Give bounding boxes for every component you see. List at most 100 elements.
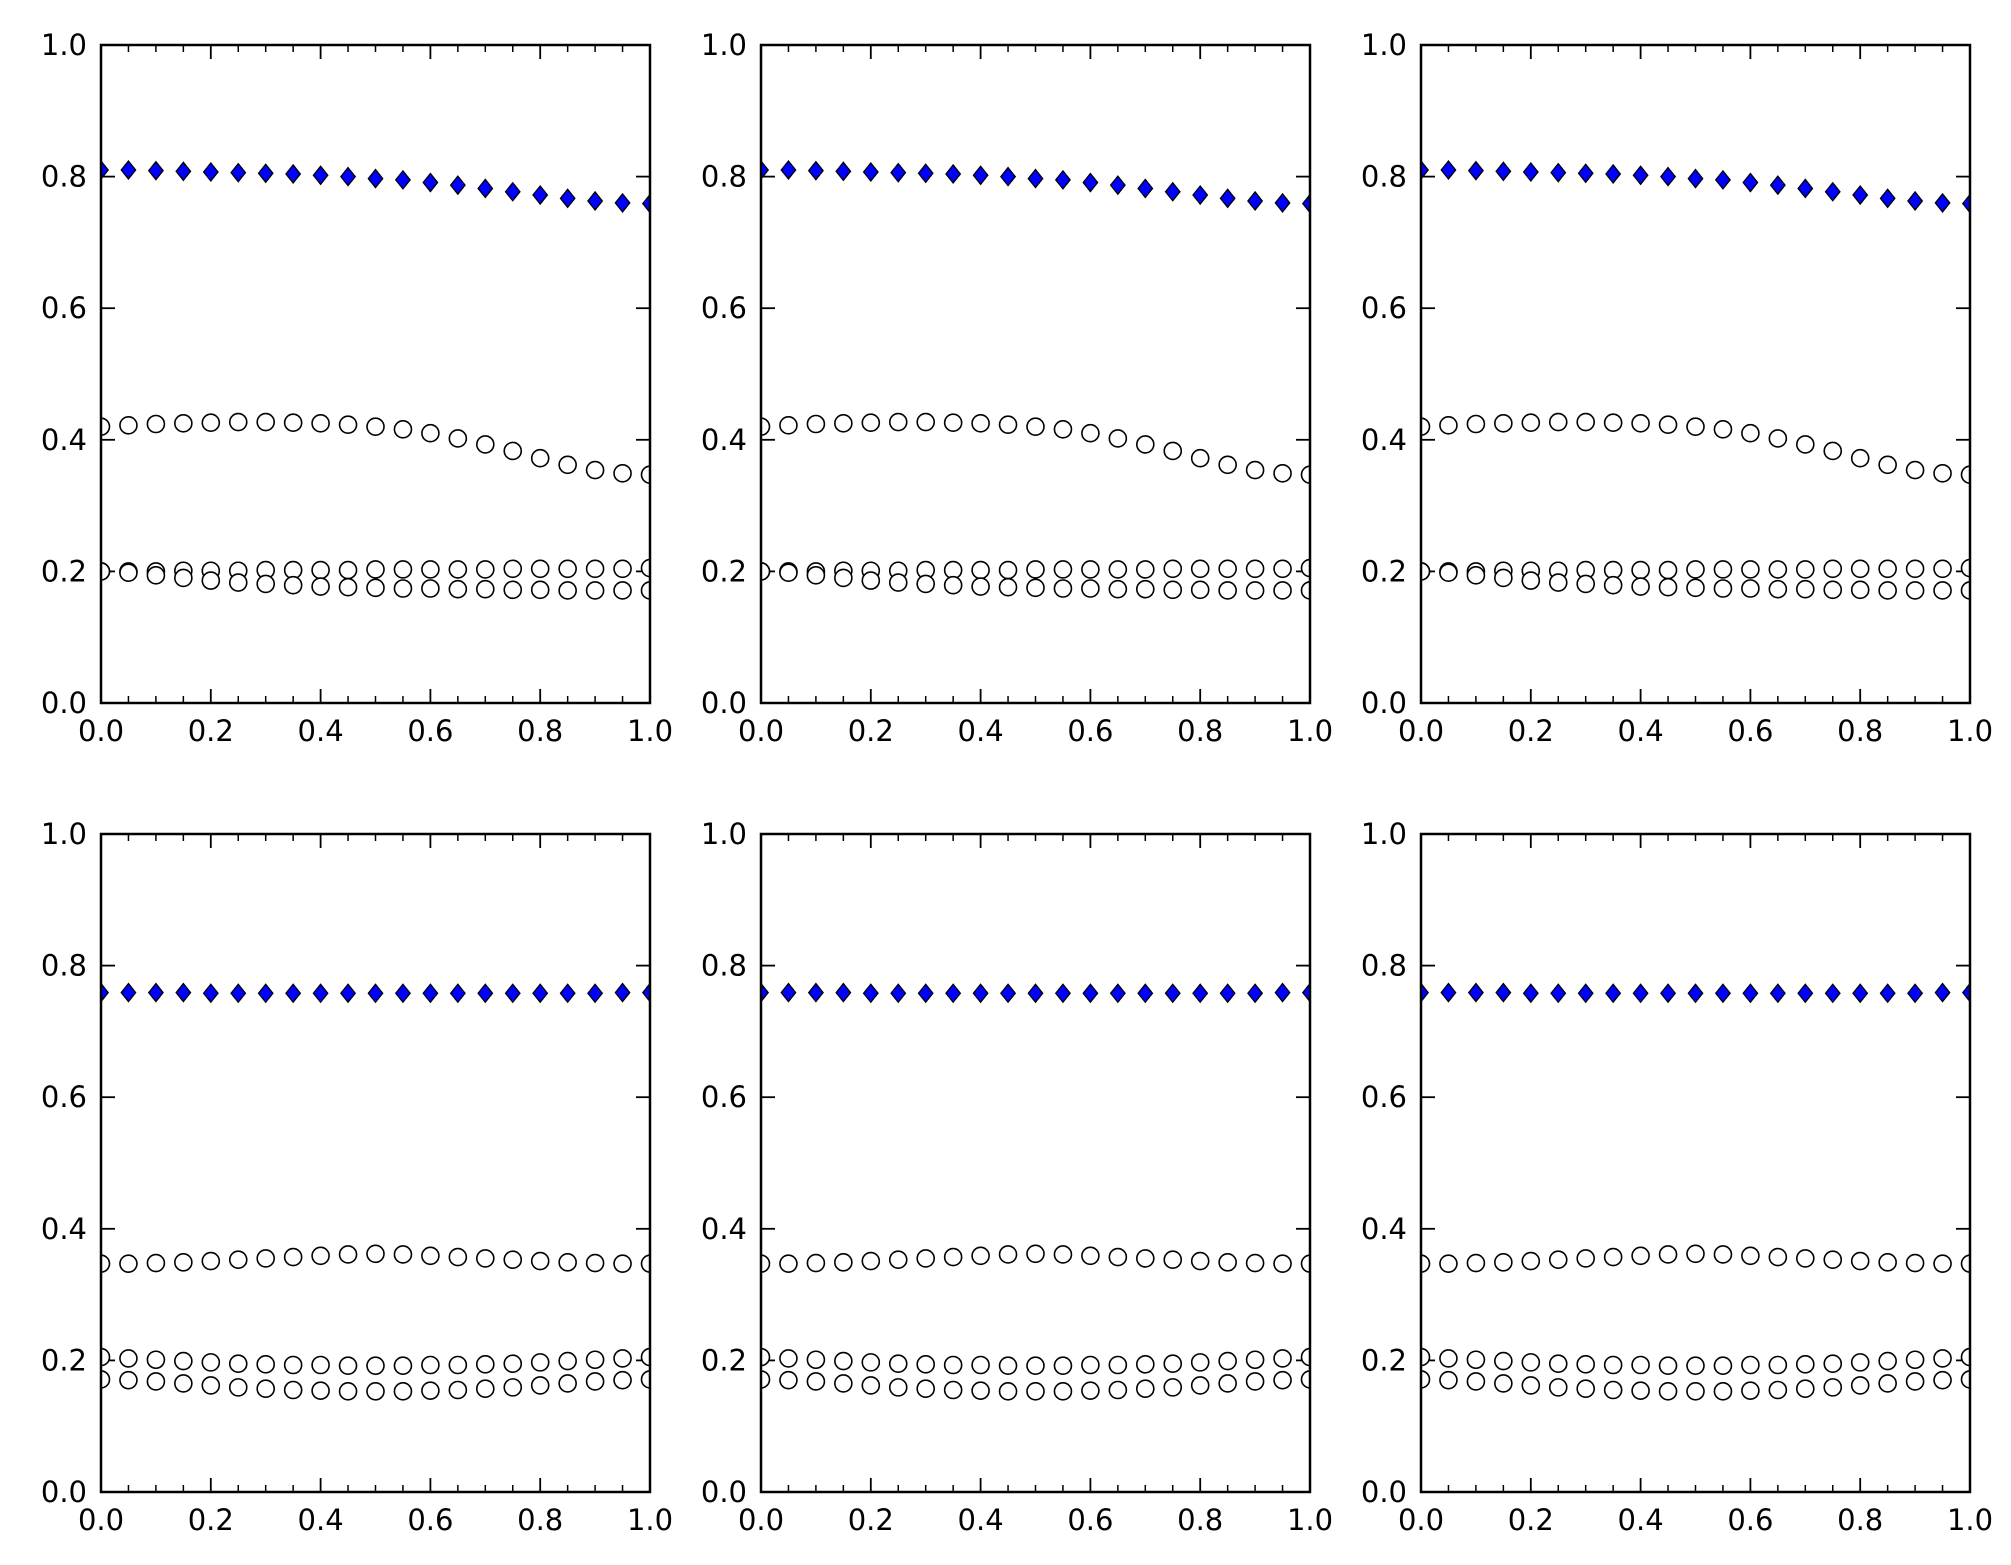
data-point-circle [585,581,605,600]
data-point-diamond [1797,983,1814,1004]
y-tick-label: 0.8 [1361,949,1407,983]
data-point-circle [640,558,650,578]
data-point-circle [1933,1370,1952,1390]
data-point-circle [1741,1355,1760,1375]
x-tick-label: 0.0 [78,1503,124,1537]
data-point-circle [1300,581,1310,600]
y-tick-label: 0.8 [701,949,747,983]
data-point-circle [1960,1347,1970,1367]
data-point-diamond [504,983,521,1004]
data-point-diamond [422,172,439,193]
data-point-circle [228,573,248,592]
data-point-circle [1218,1374,1237,1393]
data-point-circle [311,1246,330,1266]
data-point-circle [1905,1350,1925,1370]
data-point-diamond [1219,983,1236,1004]
data-point-diamond [285,163,302,185]
data-point-diamond [1550,162,1567,183]
data-point-circle [283,575,303,595]
data-point-circle [256,1249,276,1268]
data-point-diamond [101,982,110,1003]
data-point-circle [861,1251,881,1271]
data-point-circle [1576,1249,1595,1268]
data-point-circle [1108,1247,1128,1267]
data-point-circle [1053,419,1073,439]
data-point-circle [1300,1370,1310,1389]
data-point-circle [338,1245,358,1264]
data-point-diamond [862,983,879,1004]
data-point-circle [1960,465,1970,484]
data-point-circle [1905,460,1925,480]
y-tick-label: 0.4 [701,1212,747,1246]
x-tick-label: 0.4 [298,1503,344,1537]
x-tick-label: 0.8 [517,1503,563,1537]
data-point-circle [421,1246,440,1266]
data-point-circle [761,562,771,581]
data-layer [101,982,650,1401]
data-point-circle [1713,1356,1733,1375]
data-point-circle [1466,414,1486,434]
data-point-circle [779,1370,798,1390]
data-point-circle [1218,455,1237,475]
data-point-circle [1741,560,1760,579]
data-point-circle [1439,416,1458,435]
y-tick-label: 1.0 [1361,817,1407,851]
data-point-diamond [1000,983,1017,1004]
data-point-circle [146,1253,166,1273]
data-point-circle [888,1354,908,1373]
data-point-diamond [1027,983,1044,1004]
data-point-diamond [1522,983,1539,1004]
data-point-diamond [1137,178,1154,199]
y-tick-label: 0.8 [41,949,87,983]
data-point-diamond [1550,983,1567,1004]
x-tick-label: 0.8 [1837,1503,1883,1537]
data-point-circle [228,1250,248,1270]
x-tick-label: 0.8 [1837,714,1883,748]
data-point-circle [998,560,1018,580]
data-point-circle [283,413,303,432]
data-point-diamond [1824,983,1841,1004]
data-point-circle [1850,559,1870,579]
data-point-circle [806,414,826,434]
x-tick-label: 0.4 [1618,1503,1664,1537]
y-tick-label: 0.2 [701,1343,747,1377]
data-point-circle [1878,1374,1897,1393]
y-tick-label: 0.6 [1361,1080,1407,1114]
data-point-circle [366,1356,385,1375]
data-point-circle [585,559,605,579]
data-point-circle [558,581,577,600]
subplot-2: 0.0 0.2 0.4 0.6 0.8 1.0 0.0 0.2 0.4 0.6 0.8 1.0 [701,28,1333,748]
data-point-circle [779,416,798,435]
data-point-diamond [340,983,357,1004]
data-point-circle [1823,580,1843,600]
data-point-circle [1466,1350,1486,1370]
data-point-circle [448,1355,468,1375]
data-point-circle [1108,429,1128,448]
data-point-circle [1823,1378,1843,1397]
subplot-3: 0.0 0.2 0.4 0.6 0.8 1.0 0.0 0.2 0.4 0.6 0.8 1.0 [1361,28,1993,748]
data-point-circle [1245,460,1265,480]
data-point-circle [311,1355,330,1375]
data-point-circle [1603,1355,1623,1375]
data-point-circle [1494,414,1513,433]
data-point-circle [1823,1354,1843,1373]
subplot-1: 0.0 0.2 0.4 0.6 0.8 1.0 0.0 0.2 0.4 0.6 0.8 1.0 [41,28,673,748]
data-point-circle [283,1355,303,1375]
data-point-circle [1850,1376,1870,1395]
data-point-diamond [890,983,907,1004]
data-point-circle [1026,1356,1045,1375]
data-point-circle [101,417,111,436]
y-tick-label: 0.0 [701,1475,747,1509]
data-point-circle [1136,435,1155,454]
data-point-diamond [1082,172,1099,193]
data-point-diamond [1577,163,1594,184]
data-point-circle [1878,1253,1897,1272]
data-point-circle [101,1254,111,1273]
data-point-diamond [1907,190,1924,211]
data-point-circle [338,1356,358,1375]
data-point-circle [448,560,468,579]
data-point-circle [503,580,523,600]
y-tick-label: 0.6 [41,291,87,325]
data-point-circle [1741,1246,1760,1266]
data-point-circle [1576,1355,1595,1374]
